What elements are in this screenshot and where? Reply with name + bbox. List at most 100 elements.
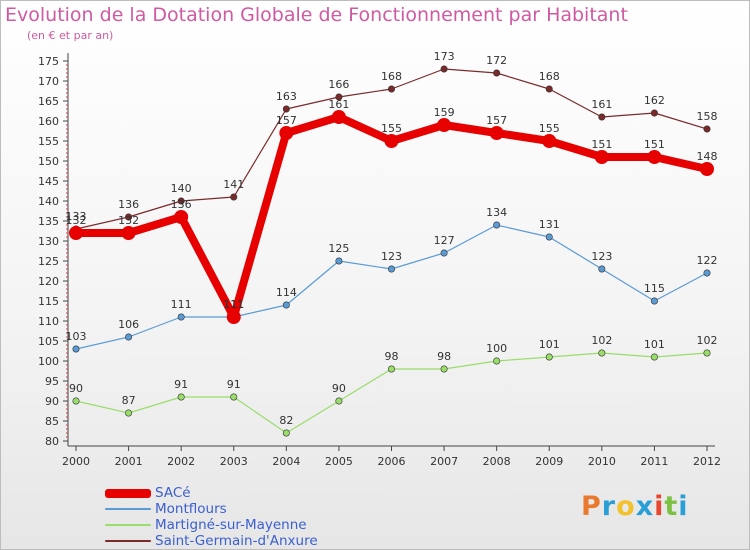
logo-letter: i: [678, 491, 689, 522]
data-label: 168: [539, 70, 560, 83]
data-label: 122: [697, 254, 718, 267]
data-label: 102: [591, 334, 612, 347]
data-point: [440, 249, 448, 257]
data-point: [598, 113, 606, 121]
data-label: 90: [332, 382, 346, 395]
data-point: [174, 210, 189, 224]
data-label: 159: [434, 106, 455, 119]
data-point: [177, 393, 185, 401]
data-point: [230, 393, 238, 401]
y-tick-label: 175: [38, 55, 59, 68]
y-tick-label: 160: [38, 115, 59, 128]
data-point: [335, 257, 343, 265]
data-label: 87: [122, 394, 136, 407]
legend-label: Montflours: [155, 501, 227, 517]
y-tick-label: 115: [38, 295, 59, 308]
legend-item: Montflours: [105, 501, 318, 517]
data-label: 148: [697, 150, 718, 163]
legend-swatch: [105, 540, 151, 542]
data-label: 157: [276, 114, 297, 127]
y-tick-label: 110: [38, 315, 59, 328]
y-tick-label: 140: [38, 195, 59, 208]
y-tick-label: 80: [45, 435, 59, 448]
x-tick-label: 2007: [430, 455, 458, 468]
logo-letter: i: [654, 491, 665, 522]
logo-letter: P: [581, 491, 602, 522]
y-tick-label: 120: [38, 275, 59, 288]
data-label: 111: [171, 298, 192, 311]
y-tick-label: 165: [38, 95, 59, 108]
series-line-1: [75, 224, 708, 350]
y-tick-label: 145: [38, 175, 59, 188]
data-label: 140: [171, 182, 192, 195]
data-point: [493, 221, 501, 229]
data-label: 103: [66, 330, 87, 343]
x-tick-label: 2012: [693, 455, 721, 468]
x-tick-label: 2004: [272, 455, 300, 468]
logo-letter: x: [635, 491, 655, 522]
data-label: 158: [697, 110, 718, 123]
y-tick-label: 100: [38, 355, 59, 368]
data-point: [650, 297, 658, 305]
data-label: 90: [69, 382, 83, 395]
logo-letter: r: [601, 491, 617, 522]
series-line-2: [75, 352, 708, 434]
data-point: [598, 349, 606, 357]
data-label: 82: [279, 414, 293, 427]
proxiti-logo: Proxiti: [581, 491, 689, 522]
x-tick-label: 2006: [378, 455, 406, 468]
y-tick-label: 125: [38, 255, 59, 268]
data-label: 131: [539, 218, 560, 231]
chart-subtitle: (en € et par an): [27, 29, 114, 42]
data-label: 114: [276, 286, 297, 299]
data-point: [700, 162, 714, 176]
data-label: 101: [539, 338, 560, 351]
data-point: [650, 353, 658, 361]
data-label: 161: [328, 98, 349, 111]
x-tick-label: 2002: [167, 455, 195, 468]
legend-swatch: [105, 524, 151, 526]
data-point: [703, 349, 711, 357]
data-label: 125: [328, 242, 349, 255]
data-label: 91: [227, 378, 241, 391]
data-label: 141: [223, 178, 244, 191]
legend: SACé Montflours Martigné-sur-Mayenne Saint-…: [105, 485, 318, 549]
data-label: 166: [328, 78, 349, 91]
x-tick-label: 2003: [220, 455, 248, 468]
data-label: 136: [171, 198, 192, 211]
x-tick-label: 2001: [115, 455, 143, 468]
data-label: 100: [486, 342, 507, 355]
data-label: 111: [223, 298, 244, 311]
legend-item: Martigné-sur-Mayenne: [105, 517, 318, 533]
data-label: 98: [385, 350, 399, 363]
data-point: [72, 345, 80, 353]
y-tick-label: 90: [45, 395, 59, 408]
x-tick-label: 2000: [62, 455, 90, 468]
data-label: 133: [66, 210, 87, 223]
x-tick-label: 2011: [640, 455, 668, 468]
legend-label: SACé: [155, 485, 191, 501]
data-label: 132: [118, 214, 139, 227]
data-point: [703, 269, 711, 277]
legend-label: Saint-Germain-d'Anxure: [155, 533, 318, 549]
data-point: [387, 365, 395, 373]
legend-item: SACé: [105, 485, 318, 501]
data-label: 91: [174, 378, 188, 391]
data-point: [387, 265, 395, 273]
data-label: 111: [223, 298, 244, 311]
data-point: [545, 85, 553, 93]
data-label: 163: [276, 90, 297, 103]
data-point: [282, 429, 290, 437]
data-label: 168: [381, 70, 402, 83]
legend-item: Saint-Germain-d'Anxure: [105, 533, 318, 549]
data-point: [125, 333, 133, 341]
y-tick-label: 95: [45, 375, 59, 388]
data-point: [647, 150, 662, 164]
data-point: [384, 134, 399, 148]
legend-label: Martigné-sur-Mayenne: [155, 517, 307, 533]
data-point: [331, 110, 346, 124]
data-point: [703, 125, 711, 133]
data-point: [650, 109, 658, 117]
data-label: 173: [434, 50, 455, 63]
data-point: [226, 310, 241, 324]
